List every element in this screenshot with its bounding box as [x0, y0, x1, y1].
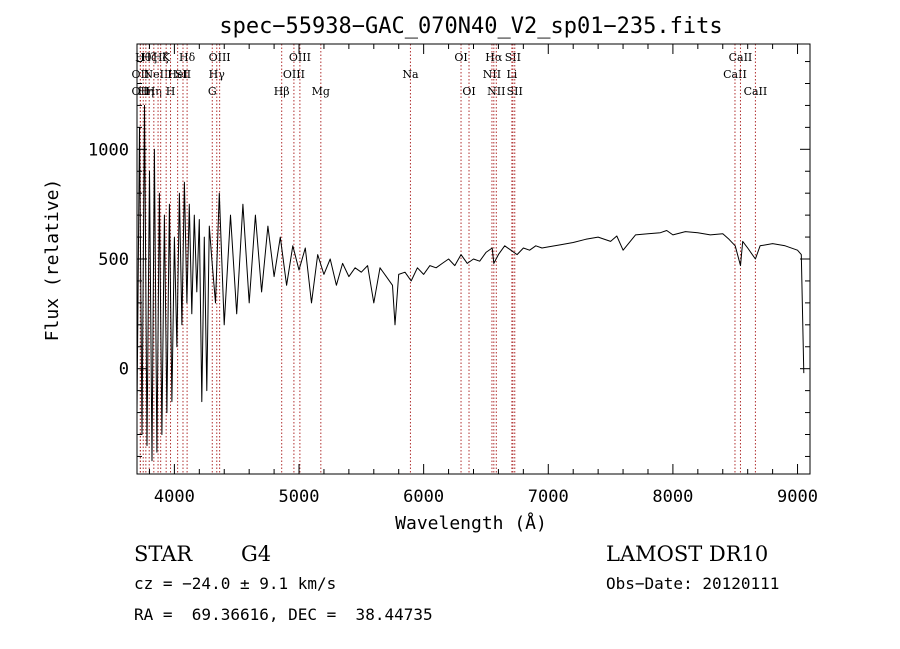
- marker-label: Hβ: [274, 85, 290, 98]
- x-tick-label: 7000: [528, 487, 569, 507]
- y-axis-label: Flux (relative): [42, 179, 63, 342]
- survey-name: LAMOST DR10: [606, 542, 768, 566]
- marker-label: Hζ: [141, 51, 157, 64]
- x-tick-label: 6000: [403, 487, 444, 507]
- x-axis-label: Wavelength (Å): [395, 512, 547, 534]
- marker-label: CaII: [723, 68, 747, 81]
- marker-label: SII: [507, 85, 523, 98]
- marker-label: NII: [483, 68, 501, 81]
- y-tick-label: 0: [119, 360, 129, 380]
- marker-label: Li: [506, 68, 517, 81]
- marker-label: Hη: [138, 85, 154, 98]
- y-tick-label: 500: [98, 250, 129, 270]
- spectrum-line: [136, 104, 805, 462]
- marker-label: Hη: [146, 85, 162, 98]
- coordinates: RA = 69.36616, DEC = 38.44735: [134, 605, 433, 624]
- marker-label: HeI: [167, 68, 187, 81]
- x-tick-label: 8000: [652, 487, 693, 507]
- marker-label: Hζ: [153, 51, 169, 64]
- marker-label: OII: [132, 68, 150, 81]
- marker-label: Hθ: [135, 51, 152, 64]
- marker-label: Hγ: [209, 68, 226, 81]
- marker-label: OIII: [209, 51, 231, 64]
- marker-label: K: [162, 51, 171, 64]
- marker-label: OII: [132, 85, 150, 98]
- marker-label: CaII: [729, 51, 753, 64]
- redshift-cz: cz = −24.0 ± 9.1 km/s: [134, 574, 336, 593]
- marker-label: NeIII: [143, 68, 172, 81]
- x-tick-label: 9000: [777, 487, 818, 507]
- obs-date: Obs−Date: 20120111: [606, 574, 779, 593]
- chart-title: spec−55938−GAC_070N40_V2_sp01−235.fits: [219, 14, 722, 39]
- y-axis-ticks: 0 500 1000: [88, 61, 810, 457]
- marker-label: SII: [505, 51, 521, 64]
- marker-label: Hα: [485, 51, 503, 64]
- subclass: G4: [241, 542, 271, 566]
- series-layer: [136, 104, 805, 462]
- marker-label: OIII: [283, 68, 305, 81]
- marker-label: H: [166, 85, 176, 98]
- marker-label: G: [208, 85, 217, 98]
- marker-label: Mg: [312, 85, 330, 98]
- marker-label: NII: [487, 85, 505, 98]
- x-axis-ticks: 4000 5000 6000 7000 8000 9000: [148, 44, 818, 507]
- x-tick-label: 4000: [154, 487, 195, 507]
- x-tick-label: 5000: [279, 487, 320, 507]
- marker-label: Hδ: [179, 51, 196, 64]
- marker-label: Na: [402, 68, 419, 81]
- y-tick-label: 1000: [88, 140, 129, 160]
- marker-label: SII: [175, 68, 191, 81]
- marker-label: OI: [462, 85, 475, 98]
- marker-label: OI: [454, 51, 467, 64]
- marker-label: CaII: [744, 85, 768, 98]
- marker-label: OIII: [289, 51, 311, 64]
- object-class: STAR: [134, 542, 193, 566]
- line-markers: OIIOIIHθHηHζHηNeIIIHζKHHeISIIHδGHγOIIIHβ…: [132, 44, 768, 474]
